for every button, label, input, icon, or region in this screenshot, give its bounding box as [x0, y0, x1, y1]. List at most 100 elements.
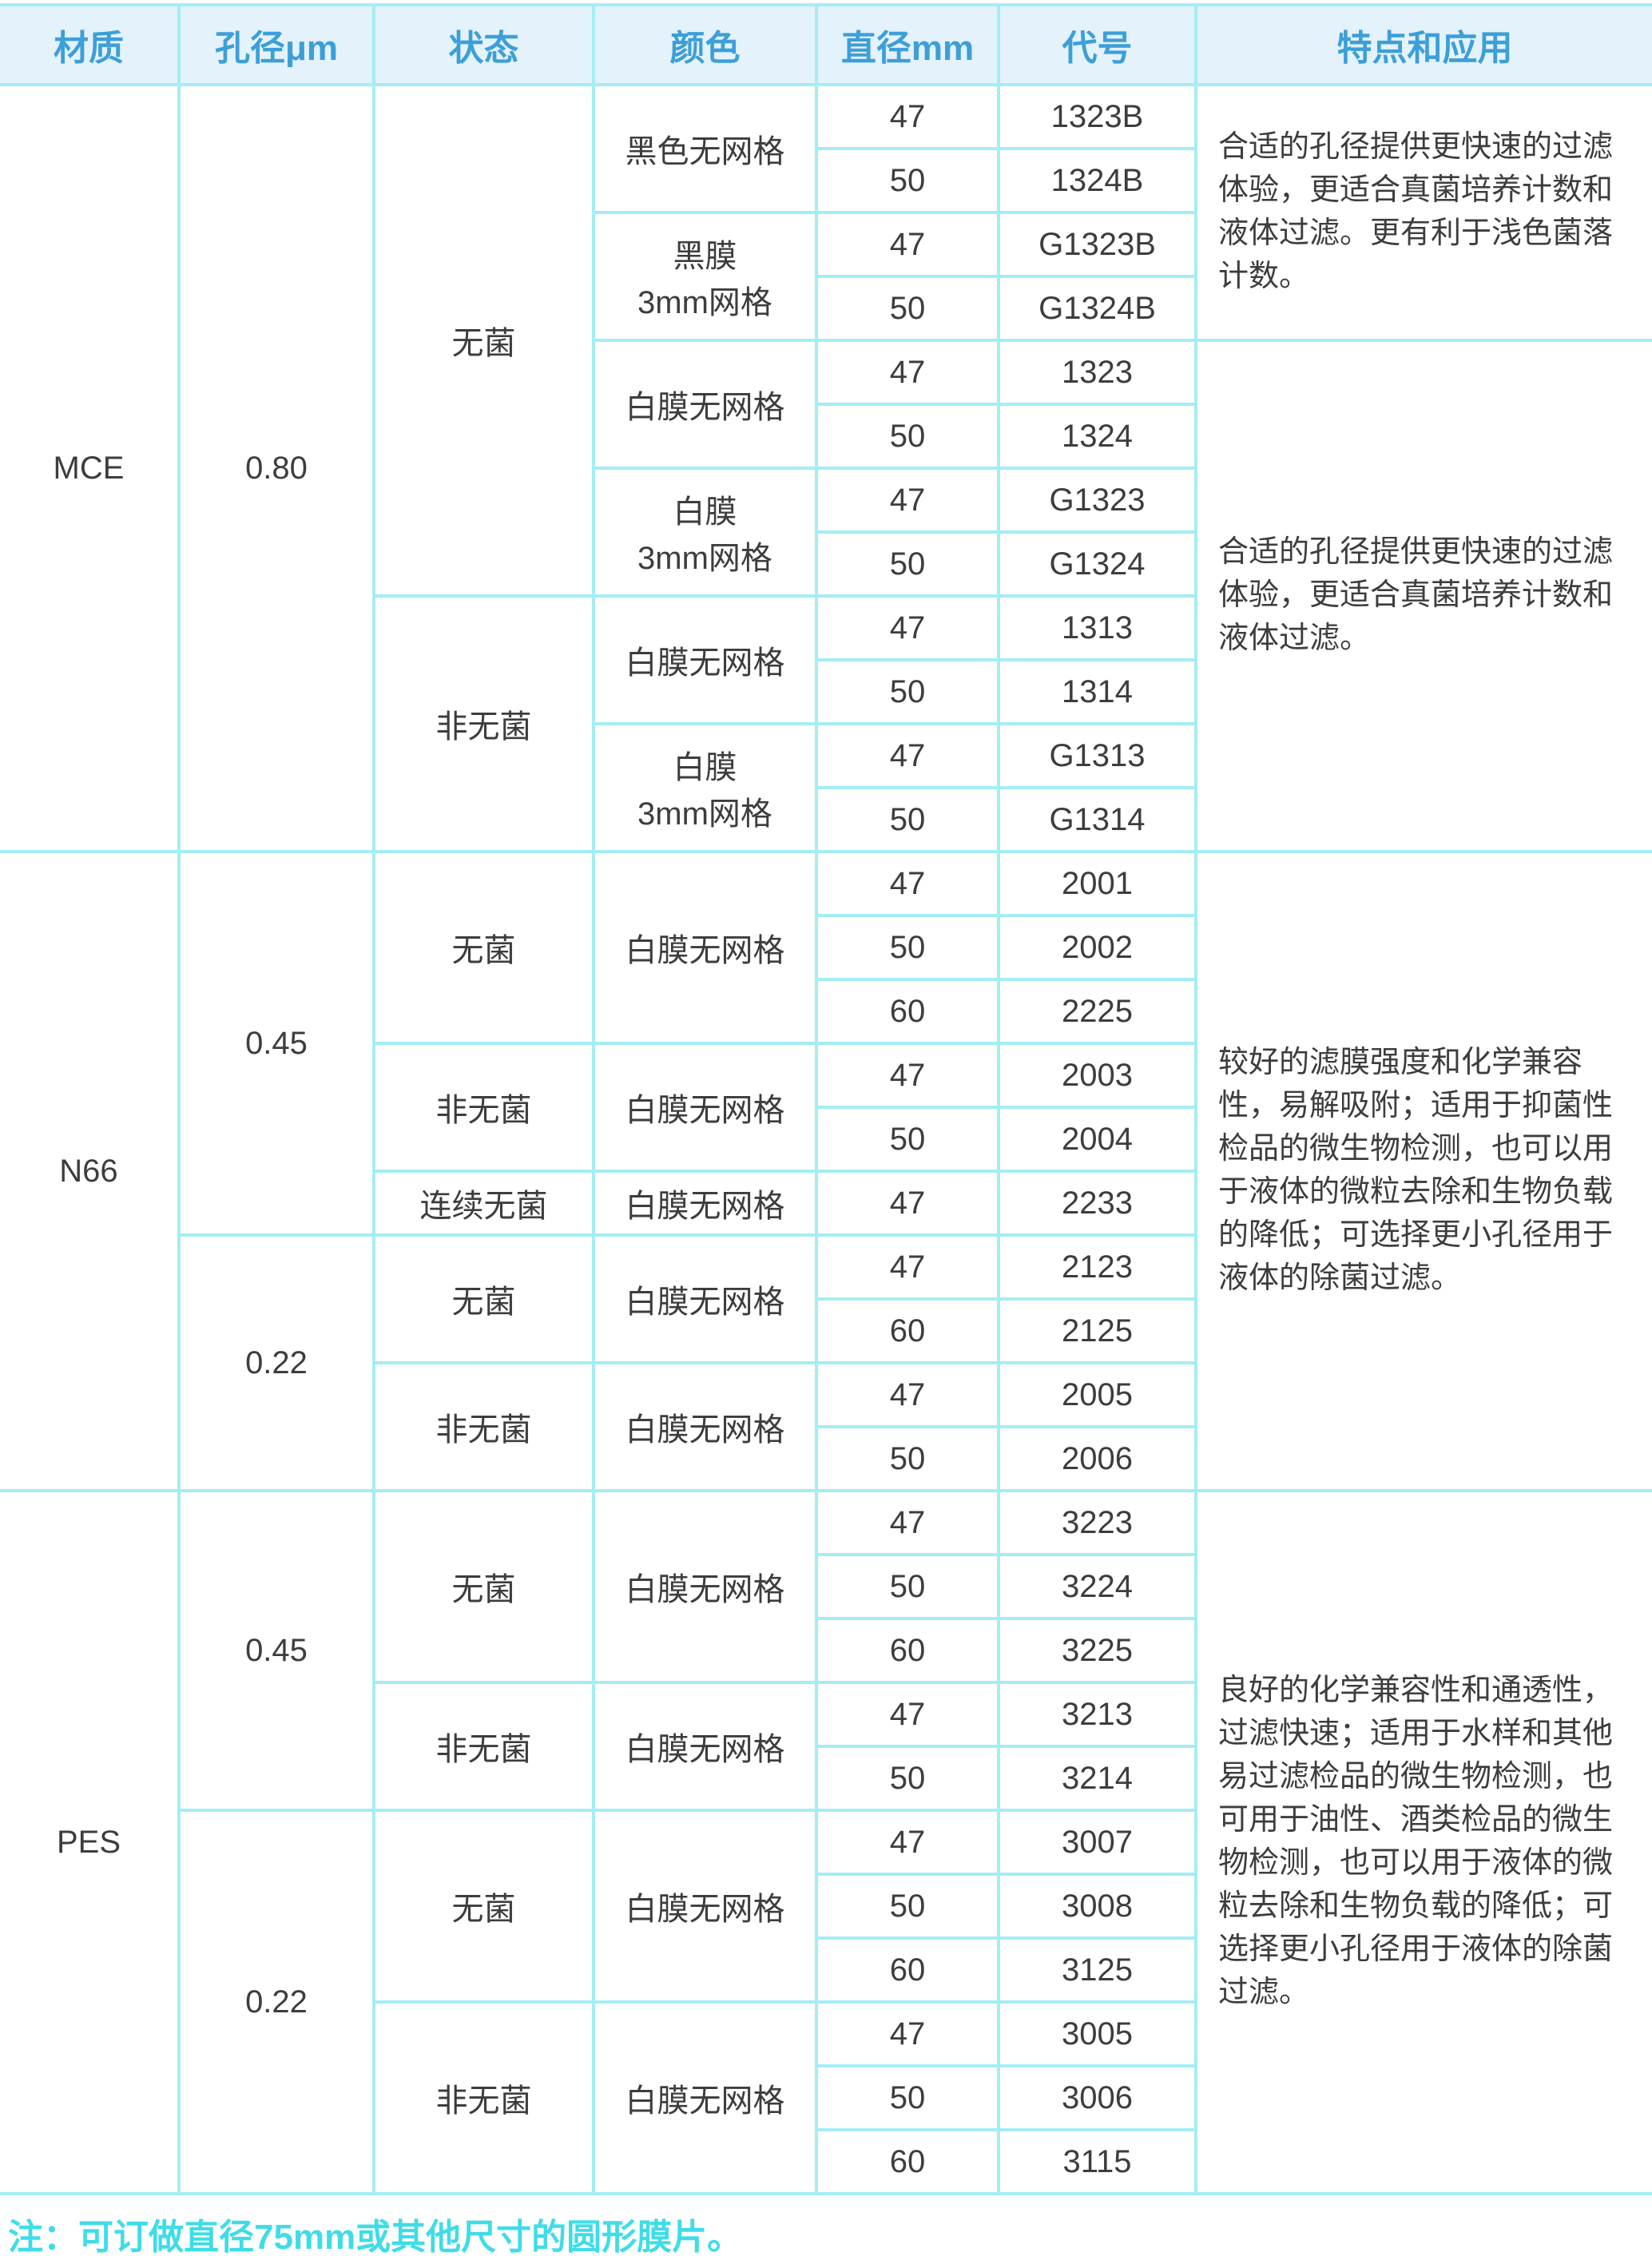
table-row: 0.22 无菌 白膜无网格 47 3007 [0, 1809, 1652, 2195]
cell-code: 2123 [997, 1233, 1197, 1301]
cell-code: 3115 [997, 2128, 1197, 2195]
table-row: 60 3125 [0, 1936, 1652, 2004]
cell-diameter: 50 [815, 914, 1000, 981]
cell-diameter: 47 [815, 1042, 1000, 1109]
table-row: 50 G1314 [0, 786, 1652, 853]
table-row: 白膜 3mm网格 47 G1313 [0, 722, 1652, 853]
table-row: 50 2006 [0, 1425, 1652, 1492]
cell-color: 黑色无网格 [592, 83, 818, 214]
table-row: 50 3224 [0, 1553, 1652, 1620]
cell-pore-size: 0.45 [177, 850, 375, 1237]
table-row: 连续无菌 白膜无网格 47 2233 [0, 1170, 1652, 1237]
cell-code: 3214 [997, 1745, 1197, 1812]
table-row: 非无菌 白膜无网格 47 3213 [0, 1681, 1652, 1812]
cell-diameter: 60 [815, 1617, 1000, 1684]
cell-color: 白膜 3mm网格 [592, 467, 818, 598]
cell-diameter: 47 [815, 1681, 1000, 1748]
cell-diameter: 50 [815, 530, 1000, 598]
cell-state: 非无菌 [372, 594, 595, 853]
cell-diameter: 50 [815, 786, 1000, 853]
cell-color: 白膜无网格 [592, 1361, 818, 1492]
header-col-color: 颜色 [592, 3, 818, 86]
cell-state: 连续无菌 [372, 1170, 595, 1237]
table-row: 白膜 3mm网格 47 G1323 [0, 467, 1652, 598]
table-row: 50 3214 [0, 1745, 1652, 1812]
table-row: 60 2225 [0, 978, 1652, 1045]
table-row: PES 0.45 无菌 白膜无网格 47 3223 良好的化学兼容性和通透性，过… [0, 1489, 1652, 2195]
cell-code: 1324B [997, 147, 1197, 214]
header-col-state: 状态 [372, 3, 595, 86]
cell-diameter: 47 [815, 1361, 1000, 1428]
cell-color: 白膜无网格 [592, 1233, 818, 1364]
cell-diameter: 50 [815, 1553, 1000, 1620]
cell-diameter: 47 [815, 83, 1000, 150]
cell-diameter: 47 [815, 1170, 1000, 1237]
cell-code: 2225 [997, 978, 1197, 1045]
cell-diameter: 47 [815, 2000, 1000, 2067]
cell-code: 3224 [997, 1553, 1197, 1620]
cell-pore-size: 0.22 [177, 1233, 375, 1492]
cell-code: 3125 [997, 1936, 1197, 2004]
table-row: 50 G1324 [0, 530, 1652, 598]
table-row: 60 2125 [0, 1297, 1652, 1364]
cell-code: 3008 [997, 1873, 1197, 1940]
cell-code: 3007 [997, 1809, 1197, 1876]
cell-code: G1323B [997, 211, 1197, 278]
cell-state: 无菌 [372, 1809, 595, 2004]
cell-material: MCE [0, 83, 181, 853]
cell-color: 白膜无网格 [592, 1042, 818, 1173]
cell-code: 3005 [997, 2000, 1197, 2067]
cell-color: 白膜无网格 [592, 339, 818, 470]
header-col-pore-size: 孔径μm [177, 3, 375, 86]
cell-color: 白膜 3mm网格 [592, 722, 818, 853]
cell-diameter: 50 [815, 658, 1000, 725]
cell-diameter: 50 [815, 2064, 1000, 2131]
cell-color: 白膜无网格 [592, 1681, 818, 1812]
cell-diameter: 50 [815, 1745, 1000, 1812]
cell-code: 2233 [997, 1170, 1197, 1237]
cell-code: G1323 [997, 467, 1197, 534]
table-row: 非无菌 白膜无网格 47 2005 [0, 1361, 1652, 1492]
cell-application: 合适的孔径提供更快速的过滤体验，更适合真菌培养计数和液体过滤。更有利于浅色菌落计… [1194, 83, 1652, 342]
cell-diameter: 50 [815, 1106, 1000, 1173]
table-row: 非无菌 白膜无网格 47 1313 [0, 594, 1652, 853]
table-row: 60 3225 [0, 1617, 1652, 1684]
table-row: MCE 0.80 无菌 黑色无网格 47 1323B 合适的孔径提供更快速的过滤… [0, 83, 1652, 853]
cell-color: 白膜无网格 [592, 594, 818, 725]
cell-pore-size: 0.80 [177, 83, 375, 853]
cell-diameter: 50 [815, 275, 1000, 342]
membrane-spec-table: 材质 孔径μm 状态 颜色 直径mm 代号 特点和应用 MCE 0.80 无菌 … [0, 3, 1652, 2195]
cell-diameter: 50 [815, 147, 1000, 214]
cell-diameter: 47 [815, 850, 1000, 917]
header-col-diameter: 直径mm [815, 3, 1000, 86]
cell-code: 2005 [997, 1361, 1197, 1428]
cell-diameter: 60 [815, 978, 1000, 1045]
cell-material: PES [0, 1489, 181, 2195]
cell-code: 1323 [997, 339, 1197, 406]
header-row: 材质 孔径μm 状态 颜色 直径mm 代号 特点和应用 [0, 3, 1652, 86]
cell-code: 2125 [997, 1297, 1197, 1364]
cell-diameter: 47 [815, 1233, 1000, 1301]
cell-code: G1324B [997, 275, 1197, 342]
cell-pore-size: 0.45 [177, 1489, 375, 1812]
cell-code: 1324 [997, 403, 1197, 470]
cell-color: 白膜无网格 [592, 1170, 818, 1237]
table-row: 0.22 无菌 白膜无网格 47 2123 [0, 1233, 1652, 1492]
cell-pore-size: 0.22 [177, 1809, 375, 2195]
cell-state: 非无菌 [372, 2000, 595, 2195]
table-row: 50 1324B [0, 147, 1652, 214]
cell-material: N66 [0, 850, 181, 1492]
cell-code: 3213 [997, 1681, 1197, 1748]
cell-state: 无菌 [372, 1489, 595, 1684]
cell-code: 1313 [997, 594, 1197, 661]
cell-state: 非无菌 [372, 1681, 595, 1812]
cell-diameter: 50 [815, 1873, 1000, 1940]
cell-state: 非无菌 [372, 1042, 595, 1173]
cell-diameter: 60 [815, 1297, 1000, 1364]
cell-state: 非无菌 [372, 1361, 595, 1492]
cell-code: 3225 [997, 1617, 1197, 1684]
cell-diameter: 47 [815, 722, 1000, 789]
cell-application: 较好的滤膜强度和化学兼容性，易解吸附；适用于抑菌性检品的微生物检测，也可以用于液… [1194, 850, 1652, 1492]
table-row: 50 2002 [0, 914, 1652, 981]
cell-code: 2002 [997, 914, 1197, 981]
